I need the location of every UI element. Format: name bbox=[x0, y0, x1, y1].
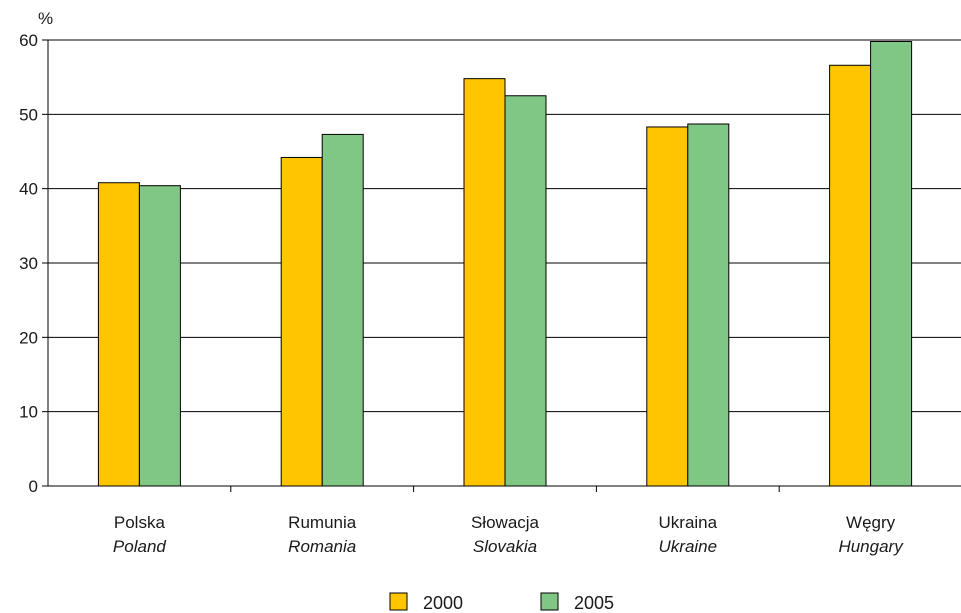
y-tick-label: 50 bbox=[19, 105, 38, 124]
bar-2005-hungary bbox=[870, 40, 913, 487]
legend-swatch-2000 bbox=[389, 592, 408, 611]
y-tick-label: 20 bbox=[19, 328, 38, 347]
bar-2000-ukraine bbox=[646, 126, 689, 487]
bar-2005-slovakia bbox=[504, 95, 547, 487]
legend-label-2000: 2000 bbox=[423, 593, 463, 613]
category-label: Rumunia bbox=[288, 513, 357, 532]
y-axis-unit-label: % bbox=[38, 9, 53, 28]
x-axis-category-labels: Polska Poland Rumunia Romania Słowacja Slovak… bbox=[113, 513, 904, 556]
y-tick-label: 30 bbox=[19, 254, 38, 273]
category-label-english: Hungary bbox=[838, 537, 904, 556]
y-tick-label: 0 bbox=[29, 477, 38, 496]
category-label: Ukraina bbox=[659, 513, 718, 532]
category-label-english: Ukraine bbox=[659, 537, 718, 556]
y-tick-label: 60 bbox=[19, 31, 38, 50]
bar-2005-poland bbox=[138, 185, 181, 487]
y-tick-label: 40 bbox=[19, 180, 38, 199]
bar-2000-romania bbox=[280, 156, 323, 487]
legend-swatch-2005 bbox=[540, 592, 559, 611]
category-label: Węgry bbox=[846, 513, 896, 532]
category-label-english: Poland bbox=[113, 537, 166, 556]
bar-2005-ukraine bbox=[687, 123, 730, 487]
category-label: Polska bbox=[114, 513, 166, 532]
legend: 2000 2005 bbox=[389, 592, 614, 613]
legend-label-2005: 2005 bbox=[574, 593, 614, 613]
bar-2005-romania bbox=[321, 133, 364, 487]
y-axis-tick-labels: 0 10 20 30 40 50 60 bbox=[19, 31, 38, 496]
category-label-english: Romania bbox=[288, 537, 356, 556]
bar-2000-hungary bbox=[829, 64, 872, 487]
axes bbox=[42, 39, 961, 492]
bar-2000-poland bbox=[97, 182, 140, 487]
category-label-english: Slovakia bbox=[473, 537, 537, 556]
bars bbox=[97, 40, 913, 487]
category-label: Słowacja bbox=[471, 513, 540, 532]
y-tick-label: 10 bbox=[19, 403, 38, 422]
bar-2000-slovakia bbox=[463, 78, 506, 487]
